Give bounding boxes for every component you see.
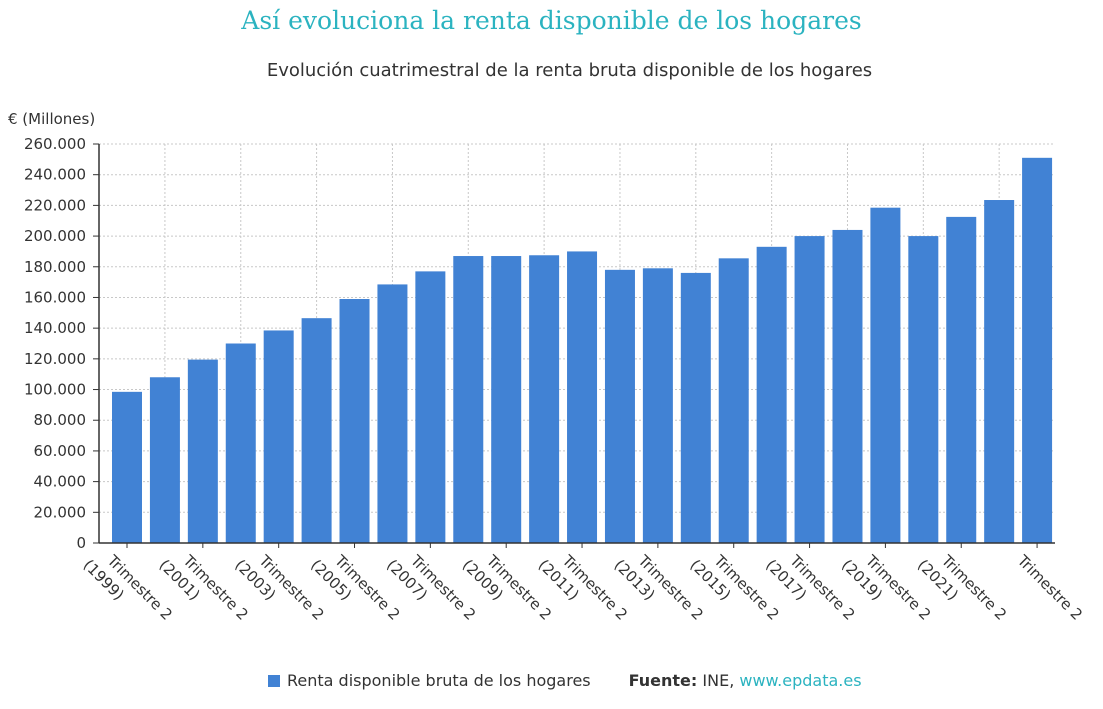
- x-tick-label: Trimestre 2(2003): [231, 551, 327, 624]
- x-axis-ticks: Trimestre 2(1999) Trimestre 2(2001) Trimes…: [80, 543, 1086, 624]
- bar: [1022, 157, 1053, 544]
- y-tick-label: 20.000: [34, 503, 87, 521]
- y-axis-ticks: 0 20.000 40.000 60.000 80.000 100.000 120.000 1…: [24, 135, 99, 552]
- bar: [908, 236, 939, 544]
- x-tick-label: Trimestre 2(2009): [459, 551, 555, 624]
- bar: [149, 377, 180, 543]
- bar: [718, 258, 749, 543]
- axes: [98, 144, 1055, 544]
- y-tick-label: 0: [76, 534, 86, 552]
- y-tick-label: 80.000: [34, 411, 87, 429]
- bar: [377, 284, 408, 543]
- source-label: Fuente:: [628, 671, 698, 690]
- bar: [415, 271, 446, 543]
- bar: [642, 268, 673, 543]
- y-tick-label: 100.000: [24, 381, 86, 399]
- bar: [680, 272, 711, 543]
- source-note: Fuente: INE, www.epdata.es: [629, 671, 862, 690]
- chart-subtitle: Evolución cuatrimestral de la renta brut…: [266, 60, 873, 81]
- legend-swatch: [268, 674, 280, 687]
- x-tick-label: Trimestre 2(2019): [838, 551, 934, 624]
- bar: [567, 251, 598, 543]
- y-tick-label: 240.000: [24, 166, 86, 184]
- bar: [339, 298, 370, 543]
- bar: [453, 256, 484, 543]
- bar: [225, 343, 256, 543]
- y-tick-label: 60.000: [34, 442, 87, 460]
- chart-title: Así evoluciona la renta disponible de lo…: [241, 6, 862, 35]
- x-tick-label-line1: Trimestre 2: [1013, 551, 1086, 624]
- y-tick-label: 120.000: [24, 350, 86, 368]
- y-tick-label: 180.000: [24, 258, 86, 276]
- y-axis-label: € (Millones): [8, 110, 95, 128]
- y-tick-label: 200.000: [24, 227, 86, 245]
- x-tick-label: Trimestre 2(1999): [80, 551, 176, 624]
- y-tick-label: 220.000: [24, 196, 86, 214]
- bar: [832, 229, 863, 543]
- bar: [491, 256, 522, 543]
- x-tick-label: Trimestre 2(2007): [383, 551, 479, 624]
- x-tick-label: Trimestre 2: [1013, 551, 1086, 624]
- bar: [946, 216, 977, 543]
- x-tick-label: Trimestre 2(2017): [762, 551, 858, 624]
- x-tick-label: Trimestre 2(2013): [611, 551, 707, 624]
- x-tick-label: Trimestre 2(2015): [686, 551, 782, 624]
- bar: [984, 200, 1015, 543]
- x-tick-label: Trimestre 2(2011): [535, 551, 631, 624]
- legend-label: Renta disponible bruta de los hogares: [287, 671, 591, 690]
- bar: [112, 391, 142, 543]
- bars: [112, 157, 1053, 544]
- y-tick-label: 40.000: [34, 473, 87, 491]
- source-link[interactable]: www.epdata.es: [739, 671, 862, 690]
- bar: [301, 318, 332, 543]
- x-tick-label: Trimestre 2(2001): [155, 551, 251, 624]
- bar: [756, 246, 787, 544]
- legend: Renta disponible bruta de los hogares Fu…: [268, 671, 862, 690]
- y-tick-label: 260.000: [24, 135, 86, 153]
- source-org: INE,: [702, 671, 735, 690]
- bar: [187, 359, 218, 543]
- bar: [529, 255, 560, 543]
- x-tick-label: Trimestre 2(2005): [307, 551, 403, 624]
- y-tick-label: 160.000: [24, 288, 86, 306]
- bar: [263, 330, 294, 543]
- y-tick-label: 140.000: [24, 319, 86, 337]
- x-tick-label: Trimestre 2(2021): [914, 551, 1010, 624]
- bar: [870, 207, 901, 544]
- bar: [604, 269, 635, 543]
- bar: [794, 236, 825, 544]
